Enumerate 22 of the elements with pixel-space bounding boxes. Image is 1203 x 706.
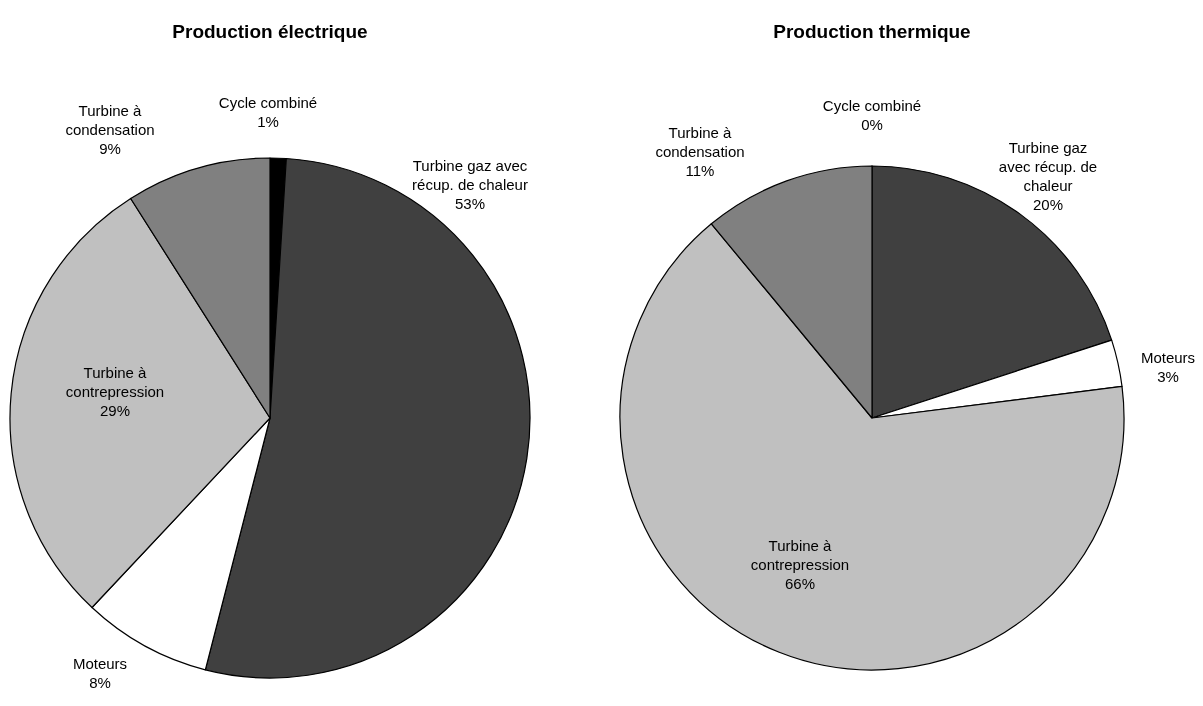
chart-title: Production électrique [172,21,368,42]
slice-label: Turbine à contrepression [65,364,165,400]
data-label: 1% [257,112,279,130]
data-label: 66% [784,575,816,592]
slice-label: Moteurs [1140,348,1196,366]
slice-label: Cycle combiné [218,93,318,111]
text: 0% [861,115,883,133]
chart-title: Production thermique [773,21,971,42]
slice-label: Turbine à condensation [65,102,155,138]
data-label: 20% [1032,195,1064,213]
data-label: 8% [89,673,111,691]
slice-label: Turbine gaz avec récup. de chaleur [998,138,1098,194]
data-label: 53% [454,195,486,212]
category-label: Cycle combiné [822,96,922,114]
data-label: 29% [99,402,131,419]
slice-label: Turbine à condensation [655,124,745,160]
slice-label: Moteurs [72,654,128,672]
slice-label: Turbine à contrepression [750,537,850,573]
data-label: 11% [685,162,715,179]
data-label: 3% [1157,367,1179,385]
slice-label: Turbine gaz avec récup. de chaleur [412,157,528,193]
data-label: 9% [99,140,121,157]
